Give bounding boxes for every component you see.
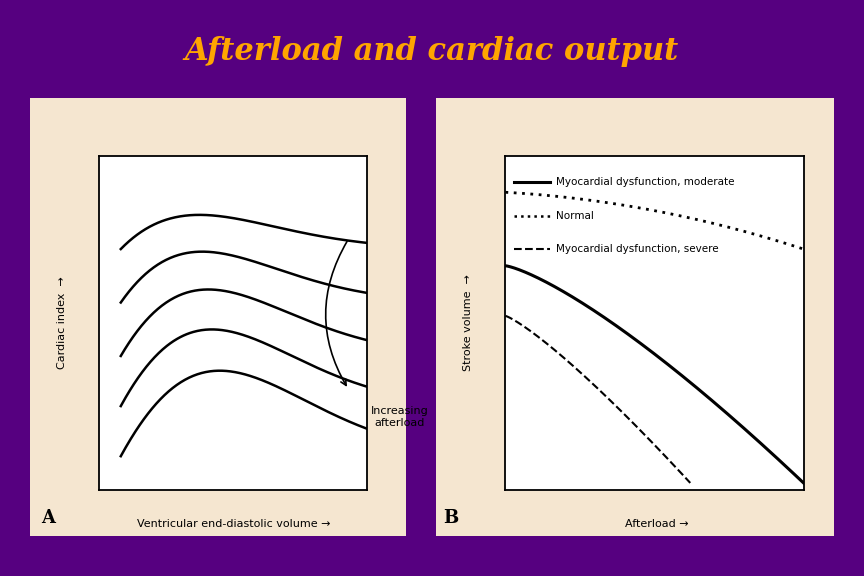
Text: Afterload →: Afterload →	[625, 519, 689, 529]
Text: Normal: Normal	[556, 211, 594, 221]
Text: B: B	[443, 509, 459, 528]
Text: Increasing
afterload: Increasing afterload	[371, 406, 429, 427]
Text: Myocardial dysfunction, severe: Myocardial dysfunction, severe	[556, 244, 719, 254]
Text: Afterload and cardiac output: Afterload and cardiac output	[185, 36, 679, 67]
Text: Myocardial dysfunction, moderate: Myocardial dysfunction, moderate	[556, 177, 734, 187]
Text: Stroke volume  →: Stroke volume →	[463, 274, 473, 371]
Text: Ventricular end-diastolic volume →: Ventricular end-diastolic volume →	[137, 519, 330, 529]
Text: Cardiac index  →: Cardiac index →	[57, 276, 67, 369]
Text: A: A	[41, 509, 55, 528]
